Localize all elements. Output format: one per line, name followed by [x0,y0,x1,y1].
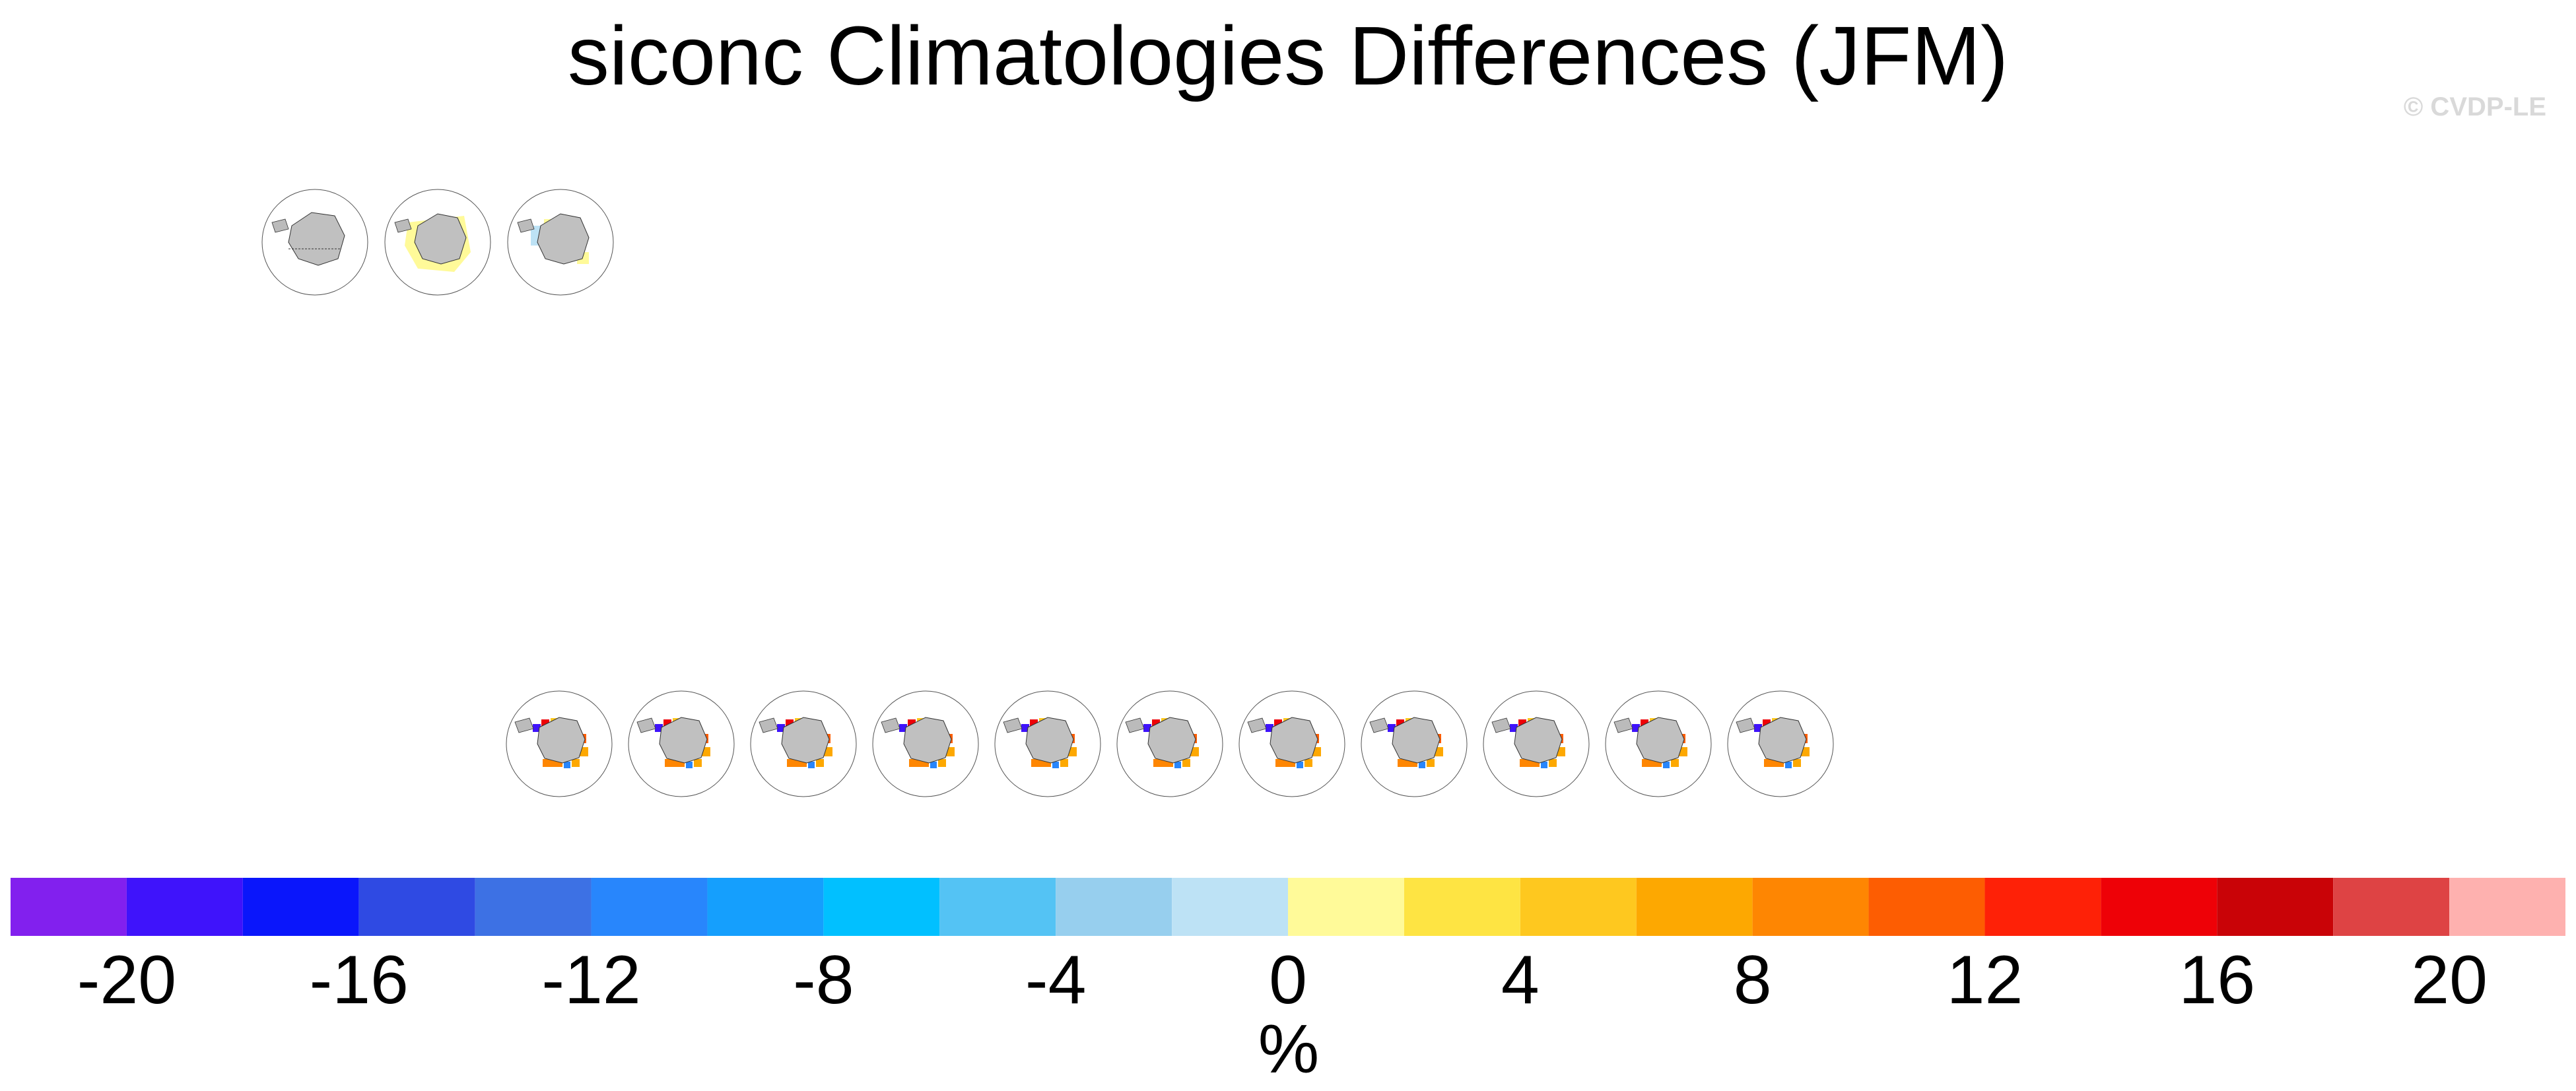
colorbar-swatch [823,878,940,936]
antarctic-map [1116,690,1223,797]
colorbar-swatch [1288,878,1404,936]
colorbar-swatch [2449,878,2565,936]
antarctic-map [1483,690,1590,797]
colorbar-swatch [1520,878,1637,936]
colorbar-tick-label: -12 [541,942,641,1018]
colorbar-swatch [2217,878,2334,936]
antarctic-map [506,690,613,797]
antarctic-map [1605,690,1712,797]
map-panel [1114,680,1226,805]
colorbar-tick-label: 8 [1733,942,1772,1018]
map-panel [625,680,737,805]
colorbar-swatch [126,878,243,936]
map-panel [503,680,615,805]
colorbar-tick-label: -8 [793,942,854,1018]
colorbar-swatch [358,878,475,936]
antarctic-map [1238,690,1345,797]
colorbar-unit: % [1258,1011,1320,1088]
colorbar-tick-label: 4 [1501,942,1540,1018]
map-panel [992,680,1104,805]
colorbar-swatch [2333,878,2450,936]
map-panel [869,680,982,805]
colorbar-swatch [11,878,127,936]
colorbar-swatch [1984,878,2101,936]
antarctic-map [628,690,735,797]
colorbar-tick-label: 0 [1269,942,1307,1018]
map-panel [1358,680,1470,805]
colorbar-swatch [1172,878,1288,936]
colorbar-swatch [475,878,592,936]
map-panel [259,178,371,304]
antarctic-map [872,690,979,797]
antarctic-map [1361,690,1468,797]
colorbar-swatch [2101,878,2218,936]
colorbar-tick-label: -16 [309,942,409,1018]
map-panel [747,680,860,805]
antarctic-map [384,189,491,296]
map-panel [1236,680,1348,805]
antarctic-map [261,189,368,296]
colorbar-swatch [707,878,824,936]
colorbar-swatch [939,878,1056,936]
colorbar-swatch [591,878,708,936]
colorbar-swatch [1752,878,1869,936]
antarctic-map [507,189,614,296]
colorbar-tick-label: -20 [77,942,177,1018]
watermark: © CVDP-LE [2403,92,2546,121]
map-panel [382,178,494,304]
figure-title: siconc Climatologies Differences (JFM) [567,9,2009,102]
colorbar-tick-label: 12 [1946,942,2023,1018]
map-panel [504,178,617,304]
colorbar-swatch [242,878,359,936]
antarctic-map [1727,690,1834,797]
colorbar-swatch [1636,878,1753,936]
colorbar-swatch [1868,878,1985,936]
colorbar-swatch [1404,878,1520,936]
antarctic-map [750,690,857,797]
map-panel [1602,680,1714,805]
map-panel [1724,680,1837,805]
antarctic-map [994,690,1101,797]
colorbar-swatch [1056,878,1172,936]
colorbar-tick-label: 16 [2179,942,2256,1018]
map-panel [1480,680,1592,805]
colorbar-tick-label: 20 [2411,942,2488,1018]
colorbar-tick-label: -4 [1025,942,1087,1018]
